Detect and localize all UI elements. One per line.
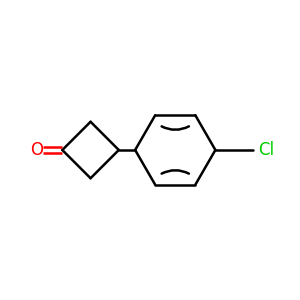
Text: Cl: Cl [259,141,275,159]
Text: O: O [30,141,43,159]
